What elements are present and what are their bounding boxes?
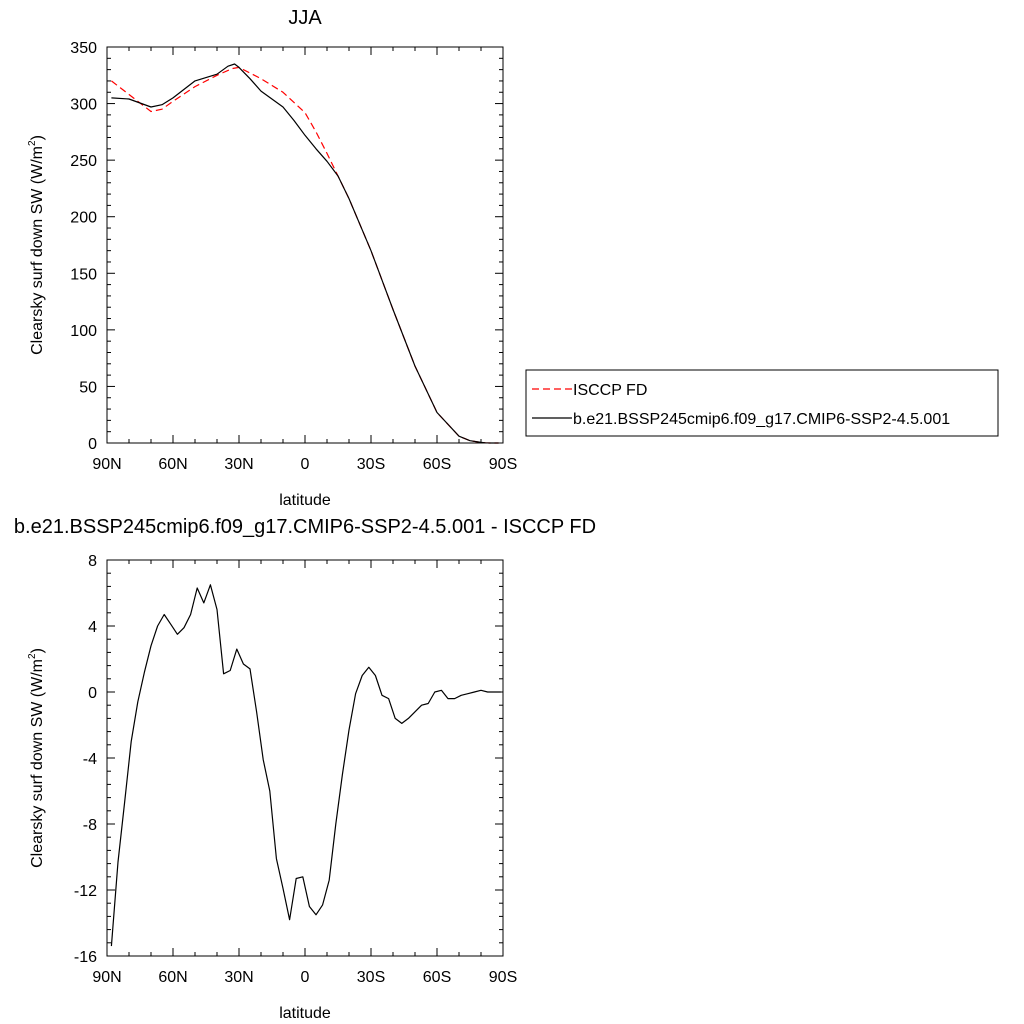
bottom-xtick-label: 0	[301, 969, 310, 986]
top-ytick-label: 200	[70, 210, 97, 227]
bottom-xtick-label: 90S	[489, 969, 517, 986]
top-ytick-label: 250	[70, 153, 97, 170]
bottom-ylabel-sup: 2	[27, 653, 38, 659]
top-ytick-label: 0	[88, 436, 97, 453]
bottom-ytick-label: -8	[83, 817, 97, 834]
bottom-chart-ylabel: Clearsky surf down SW (W/m2)	[27, 648, 46, 868]
top-ytick-label: 150	[70, 266, 97, 283]
bottom-ylabel-close: )	[29, 648, 46, 653]
bottom-xtick-label: 90N	[92, 969, 121, 986]
top-chart-frame	[106, 46, 504, 444]
bottom-ytick-label: -4	[83, 751, 97, 768]
bottom-ytick-label: 0	[88, 685, 97, 702]
top-ytick-label: 300	[70, 97, 97, 114]
bottom-chart-title: b.e21.BSSP245cmip6.f09_g17.CMIP6-SSP2-4.…	[14, 516, 596, 538]
bottom-xtick-label: 30N	[224, 969, 253, 986]
bottom-ytick-label: -12	[74, 883, 97, 900]
top-xtick-label: 30N	[224, 456, 253, 473]
legend-label-isccp: ISCCP FD	[573, 382, 647, 399]
top-chart-ylabel: Clearsky surf down SW (W/m2)	[27, 135, 46, 355]
bottom-xtick-label: 60N	[158, 969, 187, 986]
bottom-chart-xlabel: latitude	[279, 1005, 331, 1022]
legend-label-model: b.e21.BSSP245cmip6.f09_g17.CMIP6-SSP2-4.…	[573, 411, 950, 428]
top-ytick-label: 100	[70, 323, 97, 340]
top-chart-ticks: 90N 60N 30N 0 30S 60S 90S 0 50 100 150 200 250 300 350	[70, 40, 517, 473]
top-ytick-label: 50	[79, 379, 97, 396]
top-ylabel-close: )	[29, 135, 46, 140]
bottom-difference-line	[110, 584, 501, 947]
legend: ISCCP FD b.e21.BSSP245cmip6.f09_g17.CMIP…	[525, 369, 999, 437]
bottom-xtick-label: 60S	[423, 969, 451, 986]
bottom-ylabel-main: Clearsky surf down SW (W/m	[29, 659, 46, 868]
top-xtick-label: 60S	[423, 456, 451, 473]
bottom-chart-ticks: 90N 60N 30N 0 30S 60S 90S -16 -12 -8 -4 0 4 8	[74, 553, 517, 986]
top-ytick-label: 350	[70, 40, 97, 57]
top-series-isccp	[111, 66, 499, 444]
top-chart-xlabel: latitude	[279, 492, 331, 509]
top-xtick-label: 60N	[158, 456, 187, 473]
legend-box	[525, 369, 999, 437]
top-xtick-label: 90S	[489, 456, 517, 473]
top-xtick-label: 30S	[357, 456, 385, 473]
bottom-chart-frame	[106, 559, 504, 957]
bottom-ytick-label: 8	[88, 553, 97, 570]
top-series-model	[111, 63, 499, 444]
top-xtick-label: 0	[301, 456, 310, 473]
bottom-ytick-label: -16	[74, 949, 97, 966]
top-chart-title: JJA	[288, 7, 322, 29]
top-chart-panel: JJA 90N 60N 30N 0 30S 60S 90S 0 50 100 150 200 250 30…	[27, 7, 517, 509]
bottom-chart-series-group	[110, 584, 501, 947]
bottom-chart-panel: b.e21.BSSP245cmip6.f09_g17.CMIP6-SSP2-4.…	[14, 516, 596, 1022]
top-ylabel-sup: 2	[27, 140, 38, 146]
top-xtick-label: 90N	[92, 456, 121, 473]
bottom-xtick-label: 30S	[357, 969, 385, 986]
bottom-ytick-label: 4	[88, 619, 97, 636]
top-chart-series-group	[111, 63, 499, 444]
top-ylabel-main: Clearsky surf down SW (W/m	[29, 146, 46, 355]
